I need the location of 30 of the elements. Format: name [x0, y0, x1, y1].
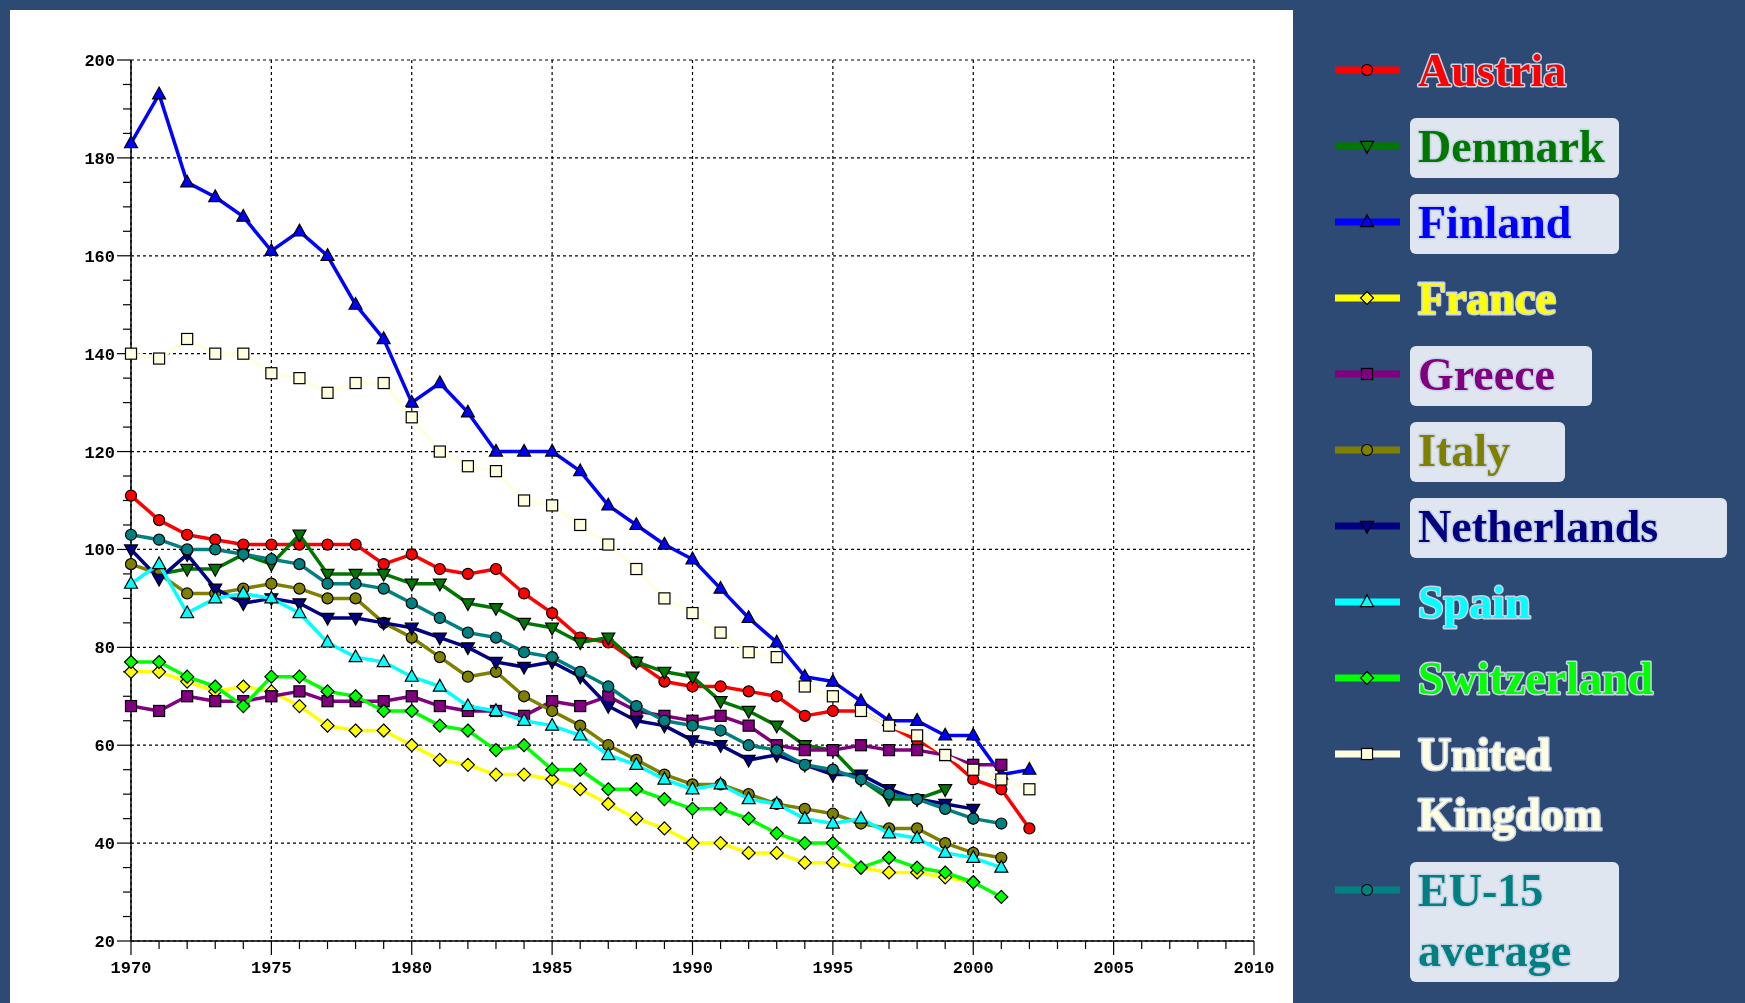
legend-label: EU-15 average [1418, 865, 1572, 976]
x-tick-label: 1985 [531, 959, 573, 978]
y-tick-label: 60 [94, 737, 115, 757]
y-tick-label: 80 [94, 639, 115, 659]
legend-label: United Kingdom [1418, 729, 1603, 840]
x-tick-label: 1980 [391, 959, 433, 978]
y-tick-label: 20 [94, 932, 115, 952]
y-tick-label: 140 [84, 345, 115, 365]
legend-label: Netherlands [1418, 501, 1659, 552]
x-tick-label: 1970 [110, 959, 152, 978]
y-tick-label: 180 [84, 149, 115, 169]
legend-label: Switzerland [1418, 653, 1654, 704]
y-tick-label: 100 [84, 541, 115, 561]
x-tick-label: 1975 [250, 959, 292, 978]
y-tick-label: 40 [94, 835, 115, 855]
legend-label: Denmark [1418, 121, 1605, 172]
x-tick-label: 1995 [812, 959, 854, 978]
legend-label: Finland [1418, 197, 1572, 248]
y-tick-label: 120 [84, 443, 115, 463]
legend-label: France [1418, 273, 1556, 324]
legend-label: Greece [1418, 349, 1556, 400]
y-tick-label: 200 [84, 51, 115, 71]
x-tick-label: 1990 [672, 959, 713, 978]
legend-label: Spain [1418, 577, 1531, 628]
legend-label: Italy [1418, 425, 1510, 476]
x-tick-label: 2010 [1233, 959, 1275, 978]
y-tick-label: 160 [84, 247, 115, 267]
x-tick-label: 2000 [952, 959, 994, 978]
x-tick-label: 2005 [1093, 959, 1135, 978]
legend-label: Austria [1418, 45, 1567, 96]
